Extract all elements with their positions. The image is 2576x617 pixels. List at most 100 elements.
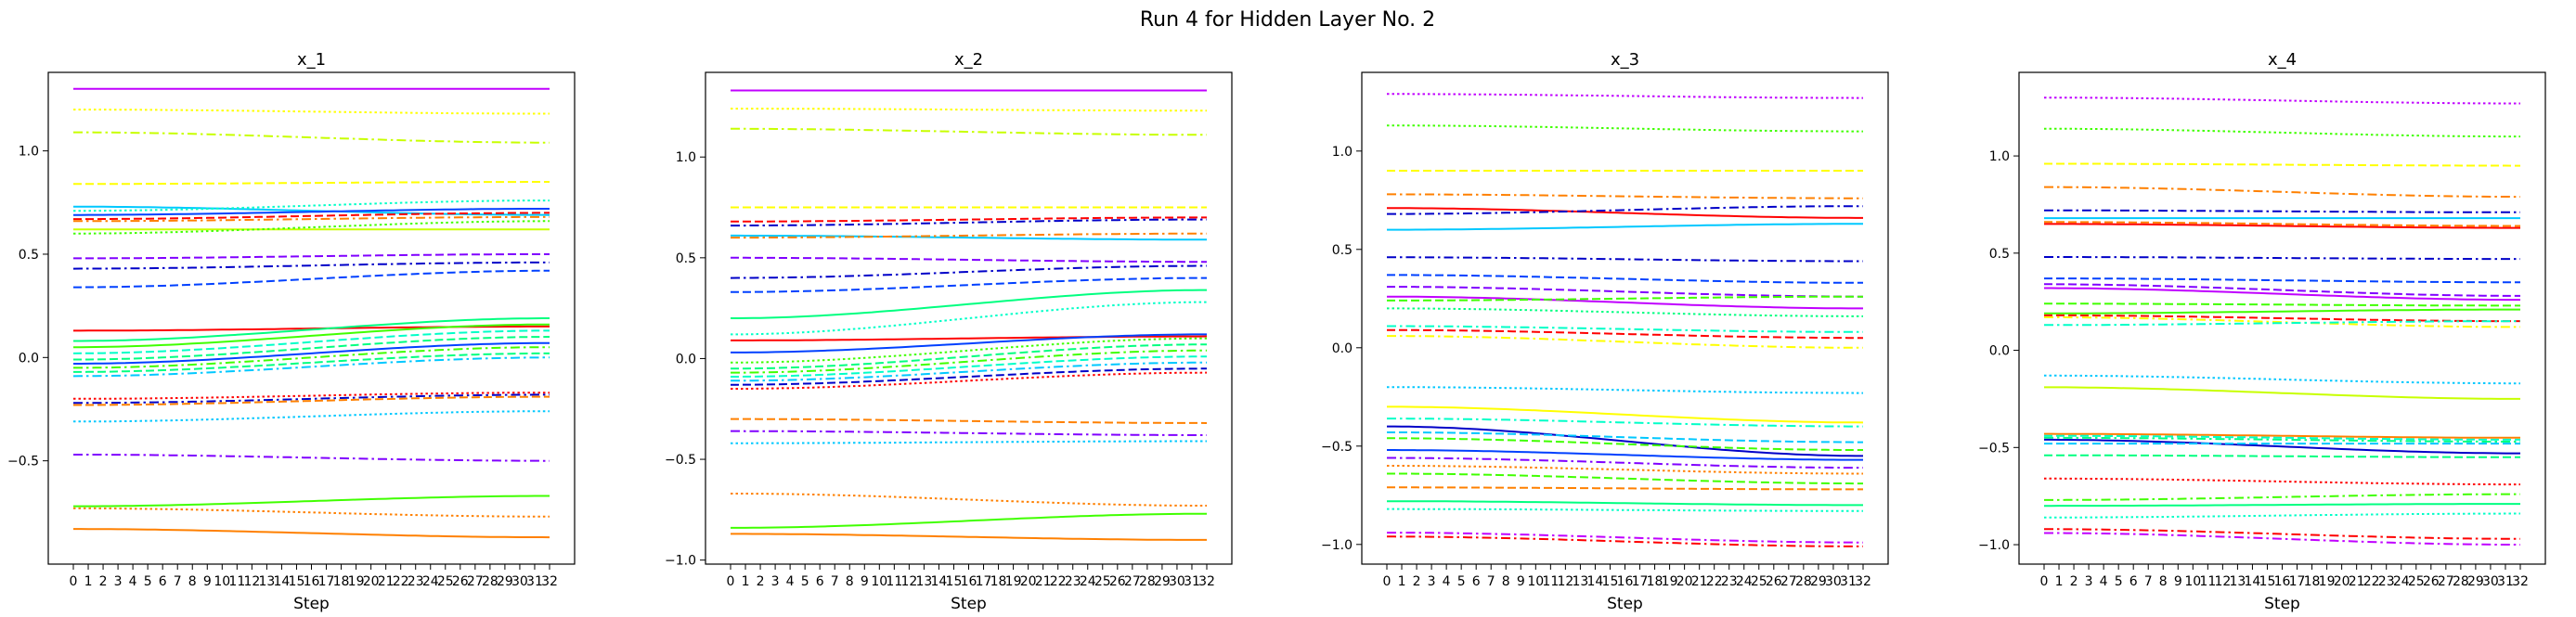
series-line-9 bbox=[2044, 256, 2520, 261]
subplot-x_3: x_30 1 2 3 4 5 6 7 8 9 101112131415161718192021222… bbox=[1321, 50, 1889, 613]
series-line-27 bbox=[2044, 493, 2520, 501]
x-tick-label: 13 bbox=[2229, 574, 2246, 589]
x-tick-label: 5 bbox=[144, 574, 152, 589]
series-group bbox=[2044, 96, 2521, 546]
series-line-10 bbox=[730, 264, 1207, 279]
x-tick-label: 4 bbox=[2100, 574, 2108, 589]
x-tick-label: 11 bbox=[886, 574, 902, 589]
series-line-5 bbox=[72, 205, 550, 216]
series-line-13 bbox=[2044, 302, 2520, 307]
x-tick-label: 23 bbox=[1065, 574, 1081, 589]
x-tick-label: 27 bbox=[467, 574, 484, 589]
series-line-3 bbox=[2044, 162, 2520, 167]
x-tick-label: 21 bbox=[2349, 574, 2365, 589]
y-tick-label: 0.5 bbox=[676, 251, 696, 266]
series-line-16 bbox=[2044, 316, 2520, 328]
x-tick-label: 31 bbox=[2497, 574, 2514, 589]
series-line-29 bbox=[73, 495, 550, 508]
series-line-23 bbox=[72, 356, 550, 378]
x-tick-label: 23 bbox=[2378, 574, 2395, 589]
x-tick-label: 7 bbox=[174, 574, 182, 589]
series-line-7 bbox=[1387, 223, 1863, 231]
series-line-11 bbox=[731, 276, 1207, 293]
x-tick-label: 1 bbox=[84, 574, 93, 589]
x-tick-label: 0 bbox=[727, 574, 735, 589]
series-line-23 bbox=[2044, 438, 2520, 455]
series-line-12 bbox=[2044, 287, 2520, 302]
y-tick-label: −0.5 bbox=[1321, 440, 1353, 455]
x-tick-label: 30 bbox=[511, 574, 528, 589]
series-line-11 bbox=[1387, 295, 1863, 310]
series-line-19 bbox=[73, 336, 550, 361]
x-tick-label: 31 bbox=[1184, 574, 1200, 589]
x-tick-label: 7 bbox=[1487, 574, 1495, 589]
x-tick-label: 9 bbox=[203, 574, 212, 589]
series-line-21 bbox=[1387, 431, 1863, 443]
x-tick-label: 26 bbox=[452, 574, 469, 589]
x-axis-label: Step bbox=[2264, 595, 2300, 613]
x-tick-label: 24 bbox=[1080, 574, 1096, 589]
x-tick-label: 4 bbox=[129, 574, 137, 589]
series-group bbox=[72, 87, 550, 539]
series-line-30 bbox=[1387, 532, 1863, 544]
series-line-26 bbox=[1387, 472, 1863, 485]
series-line-13 bbox=[72, 261, 550, 270]
x-tick-label: 24 bbox=[422, 574, 439, 589]
x-tick-label: 4 bbox=[1443, 574, 1451, 589]
y-tick-label: 0.0 bbox=[676, 352, 696, 366]
x-tick-label: 22 bbox=[2363, 574, 2380, 589]
x-tick-label: 16 bbox=[1617, 574, 1634, 589]
x-tick-label: 26 bbox=[1109, 574, 1126, 589]
series-line-10 bbox=[1387, 286, 1863, 298]
x-tick-label: 1 bbox=[742, 574, 750, 589]
x-tick-label: 18 bbox=[333, 574, 350, 589]
series-line-12 bbox=[73, 253, 550, 260]
y-tick-label: 0.0 bbox=[1989, 344, 2010, 359]
x-tick-label: 27 bbox=[1124, 574, 1141, 589]
series-line-17 bbox=[73, 323, 550, 349]
x-tick-label: 23 bbox=[408, 574, 424, 589]
x-tick-label: 10 bbox=[1527, 574, 1544, 589]
series-line-31 bbox=[73, 528, 550, 539]
x-tick-label: 3 bbox=[1428, 574, 1436, 589]
x-tick-label: 1 bbox=[1398, 574, 1406, 589]
x-tick-label: 32 bbox=[1198, 574, 1215, 589]
series-line-25 bbox=[73, 393, 550, 405]
series-line-26 bbox=[73, 395, 550, 406]
series-line-18 bbox=[1387, 405, 1864, 424]
x-tick-label: 30 bbox=[1825, 574, 1842, 589]
series-line-12 bbox=[1387, 295, 1863, 302]
x-tick-label: 27 bbox=[2438, 574, 2454, 589]
x-tick-label: 17 bbox=[1632, 574, 1649, 589]
x-tick-label: 26 bbox=[2423, 574, 2440, 589]
x-tick-label: 0 bbox=[1383, 574, 1392, 589]
x-tick-label: 29 bbox=[497, 574, 513, 589]
x-tick-label: 17 bbox=[976, 574, 992, 589]
series-line-17 bbox=[2044, 320, 2520, 327]
x-tick-label: 12 bbox=[2214, 574, 2231, 589]
x-tick-label: 19 bbox=[1005, 574, 1022, 589]
series-line-3 bbox=[73, 131, 550, 144]
x-tick-label: 29 bbox=[2467, 574, 2484, 589]
x-tick-label: 9 bbox=[1517, 574, 1525, 589]
subplot-x_4: x_40 1 2 3 4 5 6 7 8 9 101112131415161718192021222… bbox=[1978, 50, 2546, 613]
x-tick-label: 20 bbox=[363, 574, 380, 589]
x-tick-label: 20 bbox=[1676, 574, 1693, 589]
x-tick-label: 28 bbox=[482, 574, 498, 589]
series-line-30 bbox=[2044, 528, 2520, 540]
x-tick-label: 24 bbox=[2393, 574, 2410, 589]
series-line-28 bbox=[2044, 503, 2520, 508]
x-tick-label: 26 bbox=[1766, 574, 1782, 589]
subplot-x_1: x_10 1 2 3 4 5 6 7 8 9 101112131415161718192021222… bbox=[7, 50, 576, 613]
x-tick-label: 13 bbox=[1572, 574, 1588, 589]
subplot-title: x_2 bbox=[954, 50, 983, 70]
x-tick-label: 10 bbox=[214, 574, 230, 589]
series-line-21 bbox=[73, 346, 550, 369]
x-tick-label: 12 bbox=[900, 574, 917, 589]
x-tick-label: 18 bbox=[990, 574, 1007, 589]
x-tick-label: 32 bbox=[1855, 574, 1871, 589]
x-tick-label: 14 bbox=[1587, 574, 1604, 589]
x-axis-label: Step bbox=[951, 595, 987, 613]
x-tick-label: 25 bbox=[2408, 574, 2425, 589]
